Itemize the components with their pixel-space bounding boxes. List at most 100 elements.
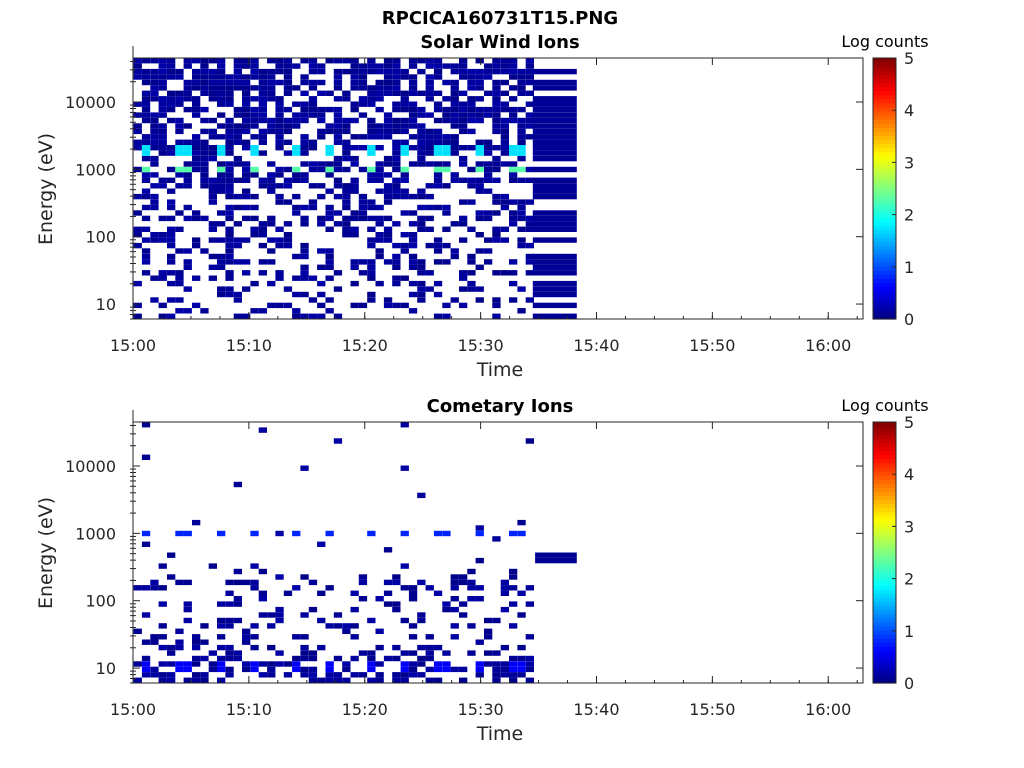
colorbar-segment <box>873 670 896 676</box>
heatmap-cell <box>358 302 368 309</box>
heatmap-cell <box>484 74 493 80</box>
heatmap-cell <box>325 259 334 265</box>
heatmap-cell <box>475 79 484 86</box>
heatmap-cell <box>333 79 343 86</box>
heatmap-cell <box>450 106 459 113</box>
x-tick-label: 15:40 <box>573 336 619 355</box>
heatmap-cell <box>517 204 526 211</box>
heatmap-cell <box>250 106 259 113</box>
heatmap-cell <box>442 666 451 673</box>
heatmap-cell <box>333 58 343 64</box>
heatmap-cell <box>350 302 359 309</box>
heatmap-cell <box>267 161 276 167</box>
heatmap-cell <box>400 465 409 471</box>
heatmap-cell <box>141 530 151 537</box>
heatmap-cell <box>217 145 226 151</box>
heatmap-cell <box>200 215 209 222</box>
heatmap-cell <box>408 264 418 270</box>
heatmap-cell <box>258 117 267 124</box>
heatmap-cell <box>200 308 209 314</box>
heatmap-cell <box>217 58 226 64</box>
heatmap-cell <box>217 237 226 243</box>
heatmap-cell <box>292 530 301 537</box>
colorbar-segment <box>873 540 896 545</box>
heatmap-cell <box>200 655 209 662</box>
heatmap-cell <box>283 286 293 292</box>
heatmap-cell <box>358 134 368 140</box>
heatmap-cell <box>258 270 267 276</box>
heatmap-cell <box>408 210 418 216</box>
heatmap-cell <box>225 85 234 91</box>
heatmap-cell <box>350 177 359 183</box>
heatmap-cell <box>358 650 368 656</box>
heatmap-cell <box>217 291 226 298</box>
colorbar-segment <box>873 450 896 456</box>
heatmap-cell <box>492 161 501 167</box>
heatmap-cell <box>525 242 534 249</box>
heatmap-cell <box>517 530 526 537</box>
heatmap-cell <box>217 96 226 102</box>
heatmap-cell <box>242 117 251 124</box>
heatmap-cell <box>492 68 501 75</box>
colorbar-segment <box>873 446 896 452</box>
heatmap-cell <box>141 139 151 145</box>
heatmap-cell <box>333 74 343 80</box>
colorbar-segment <box>873 286 896 292</box>
heatmap-cell <box>217 188 226 194</box>
colorbar-segment <box>873 532 896 537</box>
heatmap-cell <box>500 161 509 167</box>
heatmap-cell <box>525 297 534 303</box>
heatmap-cell <box>509 585 518 591</box>
heatmap-cell <box>308 166 318 173</box>
heatmap-cell <box>525 655 534 662</box>
heatmap-cell <box>317 617 326 624</box>
heatmap-cell <box>208 563 217 569</box>
heatmap-cell <box>367 226 376 232</box>
heatmap-cell <box>300 161 309 167</box>
heatmap-cell <box>233 579 242 586</box>
heatmap-cell <box>283 63 293 69</box>
heatmap-cell <box>317 644 326 651</box>
heatmap-cell <box>275 530 284 537</box>
heatmap-cell <box>467 166 476 173</box>
heatmap-cell <box>500 606 509 613</box>
heatmap-cell <box>375 253 384 260</box>
heatmap-cell <box>350 210 359 216</box>
heatmap-cell <box>467 183 476 189</box>
heatmap-cell <box>225 161 234 167</box>
heatmap-cell <box>408 85 418 91</box>
heatmap-cell <box>367 237 376 243</box>
heatmap-cell <box>408 280 418 287</box>
colorbar-segment <box>873 106 896 112</box>
heatmap-cell <box>475 596 484 602</box>
heatmap-cell <box>417 123 426 129</box>
heatmap-cell <box>392 155 401 162</box>
colorbar-segment <box>873 278 896 283</box>
colorbar-segment <box>873 233 896 239</box>
colorbar-segment <box>873 217 896 222</box>
heatmap-cell <box>433 172 443 178</box>
heatmap-cell <box>267 74 276 80</box>
heatmap-cell <box>532 68 577 75</box>
heatmap-cell <box>509 661 518 667</box>
heatmap-cell <box>283 74 293 80</box>
heatmap-cell <box>267 666 276 673</box>
heatmap-cell <box>459 579 468 586</box>
heatmap-cell <box>141 585 151 591</box>
axes-frame <box>132 421 864 684</box>
heatmap-cell <box>532 215 577 222</box>
colorbar-segment <box>873 221 896 226</box>
heatmap-cell <box>167 644 176 651</box>
heatmap-cell <box>459 123 468 129</box>
heatmap-cell <box>408 221 418 227</box>
colorbar-tick-label: 0 <box>904 310 914 329</box>
heatmap-cell <box>459 302 468 309</box>
heatmap-cell <box>200 161 209 167</box>
heatmap-cell <box>300 134 309 140</box>
heatmap-cell <box>408 650 418 656</box>
heatmap-cell <box>484 177 493 183</box>
heatmap-cell <box>492 677 501 683</box>
heatmap-cell <box>333 134 343 140</box>
colorbar-segment <box>873 310 896 316</box>
heatmap-cell <box>208 221 217 227</box>
